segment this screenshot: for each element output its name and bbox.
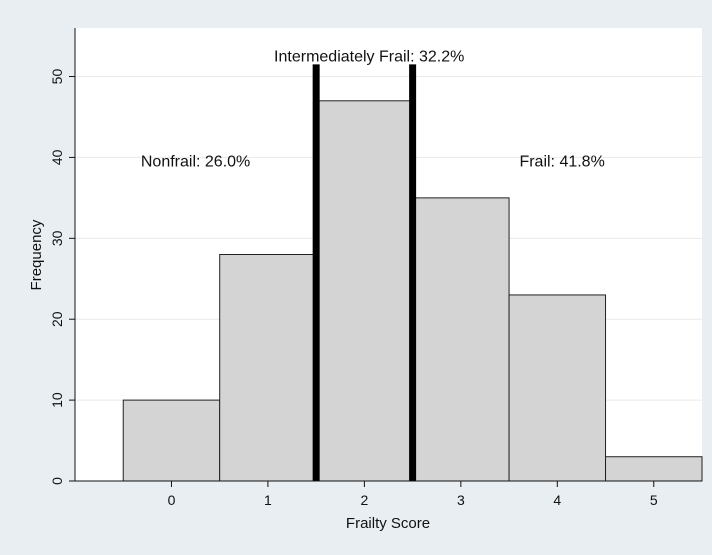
x-tick-label: 0 — [168, 492, 176, 508]
vline-layer — [312, 64, 417, 481]
bar — [605, 456, 703, 482]
x-tick-label: 3 — [457, 492, 465, 508]
y-tick-label: 20 — [49, 311, 65, 327]
x-axis-label: Frailty Score — [346, 515, 430, 532]
annotation-label: Intermediately Frail: 32.2% — [274, 48, 464, 65]
annotation-label: Nonfrail: 26.0% — [141, 153, 250, 170]
x-tick-label: 1 — [264, 492, 272, 508]
bar — [508, 294, 607, 482]
y-tick-label: 40 — [49, 149, 65, 165]
annotation-layer: Intermediately Frail: 32.2% Nonfrail: 26.… — [141, 48, 605, 170]
bar — [122, 399, 221, 482]
bar — [219, 254, 317, 482]
y-tick-label: 10 — [49, 392, 65, 408]
y-tick-label: 30 — [49, 230, 65, 246]
y-tick-label: 50 — [49, 69, 65, 85]
x-tick-label: 2 — [360, 492, 368, 508]
y-tick-label: 0 — [49, 477, 65, 485]
annotation-label: Frail: 41.8% — [519, 153, 604, 170]
x-tick-label: 5 — [650, 492, 658, 508]
axis-layer — [74, 28, 702, 482]
bar — [412, 197, 510, 482]
x-tick-label: 4 — [553, 492, 561, 508]
bar — [315, 100, 414, 482]
y-axis-label: Frequency — [28, 219, 45, 290]
tick-layer: 0 10 20 30 40 50 0 1 2 3 4 5 — [49, 69, 658, 508]
